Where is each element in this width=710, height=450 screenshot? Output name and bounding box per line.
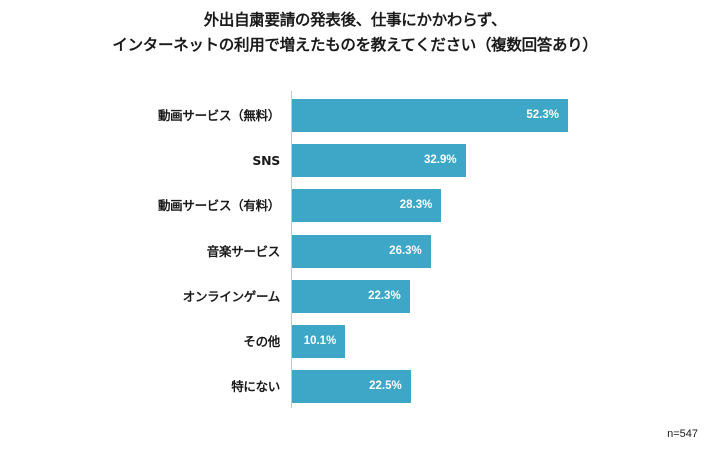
y-axis-line (291, 91, 292, 408)
bar-row: 特にない 22.5% (0, 370, 710, 404)
sample-size-note: n=547 (667, 428, 698, 440)
bar-value-label: 22.3% (368, 289, 401, 302)
category-label: 動画サービス（無料） (157, 108, 280, 123)
bar: 22.5% (292, 370, 411, 404)
category-label: 音楽サービス (206, 243, 281, 259)
chart-title: 外出自粛要請の発表後、仕事にかかわらず、 インターネットの利用で増えたものを教え… (0, 8, 710, 58)
bar-value-label: 26.3% (389, 244, 422, 257)
bar-row: SNS 32.9% (0, 144, 710, 178)
bar-row: 音楽サービス 26.3% (0, 234, 710, 268)
bar: 22.3% (292, 279, 410, 313)
bar-value-label: 32.9% (424, 154, 457, 167)
category-label: その他 (243, 334, 280, 349)
chart-title-line-1: 外出自粛要請の発表後、仕事にかかわらず、 (203, 11, 507, 29)
bar-value-label: 28.3% (399, 199, 433, 212)
bar: 10.1% (292, 325, 346, 358)
category-label: 特にない (231, 379, 280, 395)
bar: 26.3% (292, 234, 431, 268)
bar-row: オンラインゲーム 22.3% (0, 279, 710, 313)
bar: 52.3% (292, 99, 568, 132)
category-label: 動画サービス（有料） (157, 198, 280, 214)
category-label: SNS (252, 153, 280, 169)
chart-title-line-2: インターネットの利用で増えたものを教えてください（複数回答あり） (112, 36, 598, 54)
bar-value-label: 10.1% (303, 335, 337, 347)
bar-row: 動画サービス（無料） 52.3% (0, 99, 710, 132)
bar: 32.9% (292, 144, 466, 178)
category-label: オンラインゲーム (182, 288, 281, 304)
bar: 28.3% (292, 189, 442, 223)
bar-row: その他 10.1% (0, 325, 710, 358)
bar-value-label: 52.3% (526, 109, 559, 121)
bar-row: 動画サービス（有料） 28.3% (0, 189, 710, 223)
bar-value-label: 22.5% (369, 380, 402, 393)
